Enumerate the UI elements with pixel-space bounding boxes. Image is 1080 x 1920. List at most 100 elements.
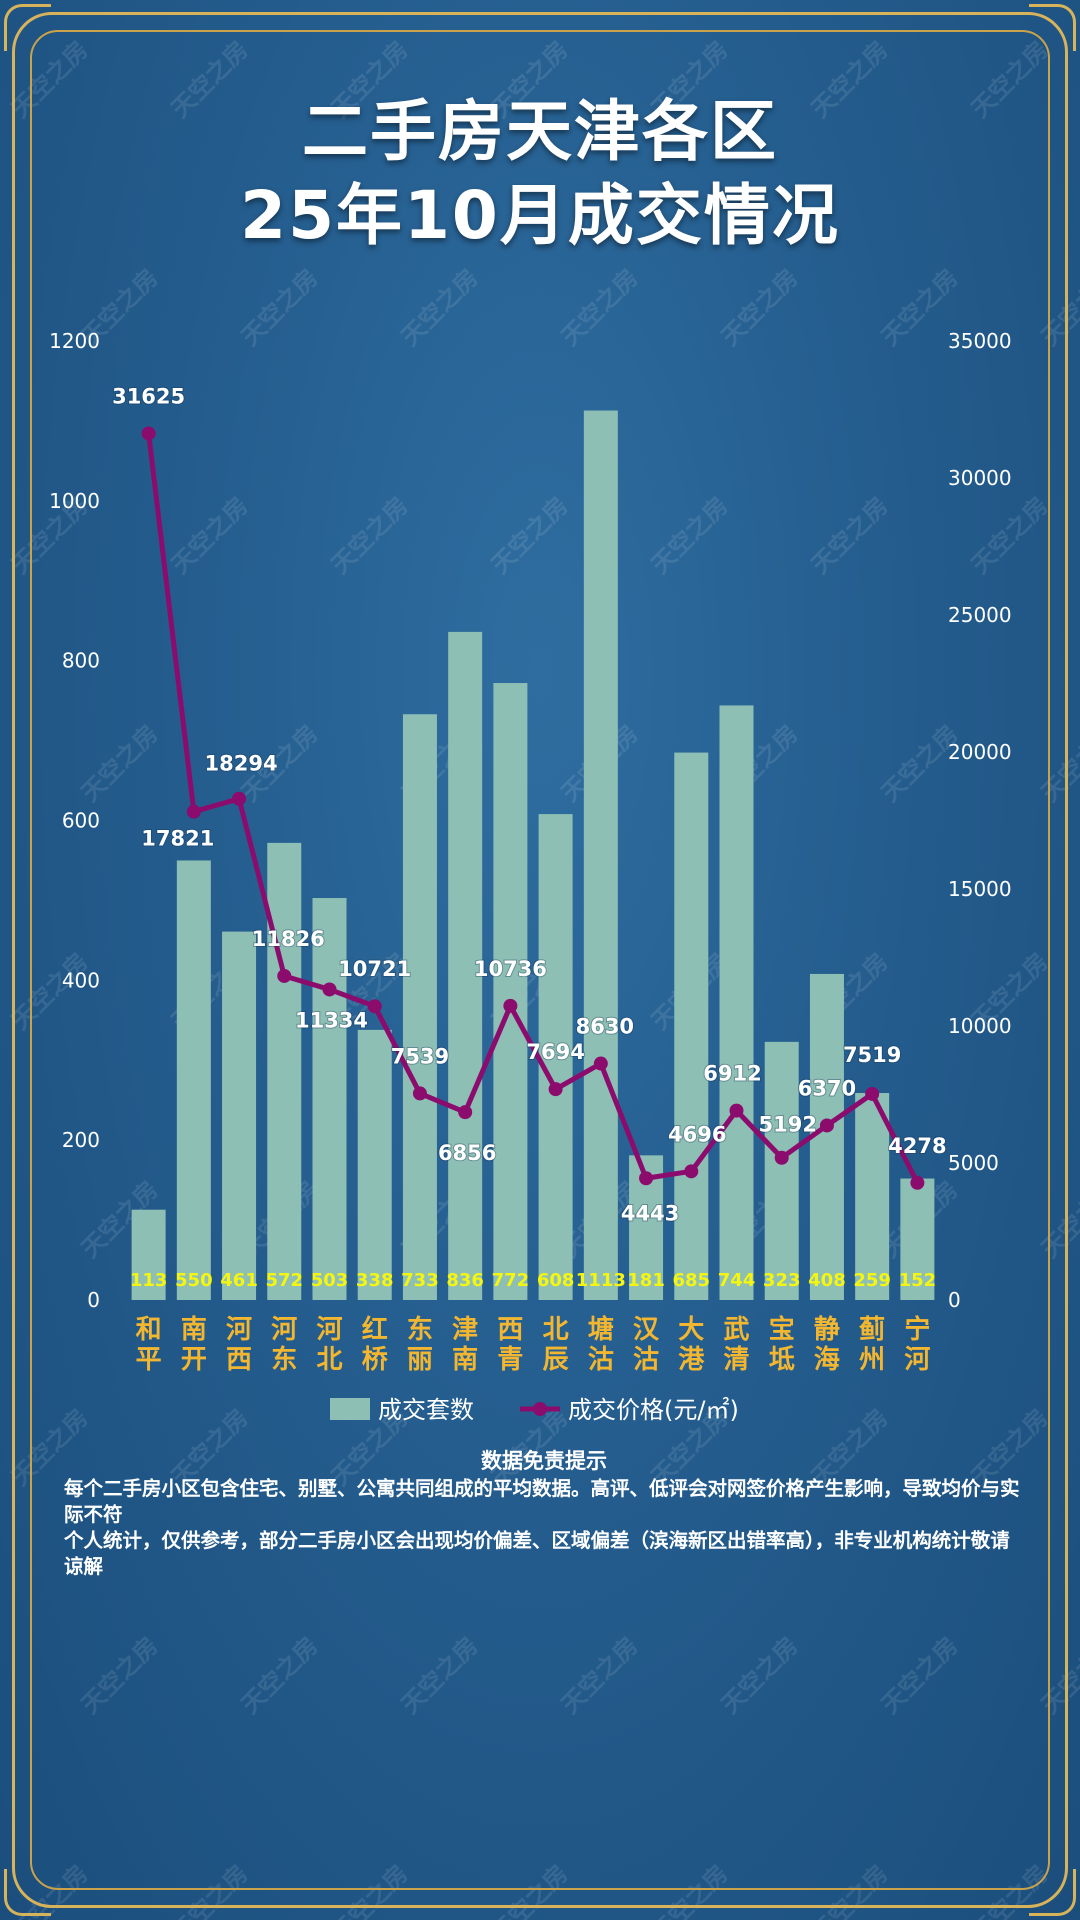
bar-value-label: 181 xyxy=(627,1270,665,1291)
bar-津南 xyxy=(448,631,483,1300)
category-label-汉沽: 汉 xyxy=(633,1315,660,1345)
category-label-静海: 静 xyxy=(814,1314,840,1345)
category-label-西青: 青 xyxy=(497,1345,523,1375)
watermark-text: 天空之房 xyxy=(555,1631,644,1720)
legend-marker-line xyxy=(533,1402,547,1416)
bar-塘沽 xyxy=(583,410,618,1301)
bar-value-label: 323 xyxy=(763,1270,801,1291)
category-label-红桥: 桥 xyxy=(362,1345,389,1375)
category-label-南开: 南 xyxy=(181,1315,207,1345)
legend-label-line: 成交价格(元/㎡) xyxy=(568,1396,739,1424)
bar-value-label: 1113 xyxy=(576,1270,626,1291)
bar-value-label: 259 xyxy=(853,1270,891,1291)
price-point-东丽 xyxy=(412,1086,427,1101)
price-point-红桥 xyxy=(367,999,382,1014)
bar-河西 xyxy=(222,931,257,1300)
bar-value-label: 550 xyxy=(175,1270,213,1291)
y-right-tick-label: 20000 xyxy=(948,740,1012,764)
category-label-宝坻: 坻 xyxy=(769,1344,795,1375)
frame-corner-ornament xyxy=(1029,1869,1076,1916)
y-right-tick-label: 0 xyxy=(948,1288,961,1312)
disclaimer-line: 个人统计，仅供参考，部分二手房小区会出现均价偏差、区域偏差（滨海新区出错率高），… xyxy=(64,1529,1010,1578)
category-label-塘沽: 沽 xyxy=(588,1345,614,1375)
category-label-大港: 港 xyxy=(678,1345,705,1375)
price-point-西青 xyxy=(503,998,518,1013)
y-left-tick-label: 1000 xyxy=(49,489,100,513)
category-label-宝坻: 宝 xyxy=(769,1314,795,1345)
price-point-宁河 xyxy=(910,1175,925,1190)
category-label-西青: 西 xyxy=(497,1315,523,1345)
watermark-text: 天空之房 xyxy=(75,1631,164,1720)
category-label-蓟州: 蓟 xyxy=(858,1315,885,1345)
y-right-tick-label: 10000 xyxy=(948,1014,1012,1038)
category-label-汉沽: 沽 xyxy=(633,1345,659,1375)
bar-河东 xyxy=(267,842,302,1300)
price-value-label: 7694 xyxy=(526,1040,584,1064)
price-point-蓟州 xyxy=(865,1086,880,1101)
bar-value-label: 408 xyxy=(808,1270,846,1291)
watermark-text: 天空之房 xyxy=(1035,1631,1080,1720)
bar-value-label: 113 xyxy=(130,1270,168,1291)
category-label-武清: 清 xyxy=(723,1345,749,1375)
category-label-津南: 南 xyxy=(452,1345,478,1375)
price-line xyxy=(146,433,920,1184)
price-point-大港 xyxy=(684,1164,699,1179)
y-left-tick-label: 1200 xyxy=(49,329,100,353)
bar-value-label: 572 xyxy=(265,1270,303,1291)
watermark-text: 天空之房 xyxy=(485,1859,574,1920)
category-label-北辰: 北 xyxy=(543,1315,569,1345)
category-label-静海: 海 xyxy=(814,1345,840,1375)
category-label-河西: 西 xyxy=(226,1345,252,1375)
legend-swatch-bar xyxy=(330,1398,370,1420)
y-right-tick-label: 15000 xyxy=(948,877,1012,901)
category-label-河东: 东 xyxy=(271,1344,297,1375)
price-value-label: 10721 xyxy=(338,957,411,981)
category-label-东丽: 丽 xyxy=(407,1345,433,1375)
category-label-津南: 津 xyxy=(452,1315,478,1345)
price-point-宝坻 xyxy=(774,1150,789,1165)
disclaimer-block: 数据免责提示 每个二手房小区包含住宅、别墅、公寓共同组成的平均数据。高评、低评会… xyxy=(64,1448,1024,1580)
y-left-tick-label: 800 xyxy=(62,649,100,673)
y-left-tick-label: 0 xyxy=(87,1288,100,1312)
category-label-宁河: 河 xyxy=(904,1345,930,1375)
y-left-tick-label: 600 xyxy=(62,809,100,833)
bar-value-label: 772 xyxy=(492,1270,530,1291)
bar-武清 xyxy=(719,705,754,1300)
bar-value-label: 152 xyxy=(899,1270,937,1291)
price-value-label: 6370 xyxy=(798,1076,856,1100)
category-label-北辰: 辰 xyxy=(543,1345,569,1375)
price-value-label: 10736 xyxy=(474,957,547,981)
category-label-东丽: 东 xyxy=(407,1314,433,1345)
bar-蓟州 xyxy=(855,1093,890,1300)
combo-chart: 0 200 400 600 800 1000 1200 0 5000 10000 15000 2000… xyxy=(49,329,1012,1424)
bar-河北 xyxy=(312,898,347,1300)
bar-南开 xyxy=(176,860,211,1300)
bar-宝坻 xyxy=(764,1041,799,1300)
bar-红桥 xyxy=(357,1029,392,1300)
bar-value-label: 836 xyxy=(446,1270,484,1291)
watermark-text: 天空之房 xyxy=(165,1859,254,1920)
category-label-红桥: 红 xyxy=(362,1314,388,1345)
price-point-河西 xyxy=(232,791,247,806)
watermark-text: 天空之房 xyxy=(395,1631,484,1720)
y-right-tick-label: 30000 xyxy=(948,466,1012,490)
chart-title-line2: 25年10月成交情况 xyxy=(240,177,840,254)
price-value-label: 8630 xyxy=(576,1015,634,1039)
category-label-河北: 河 xyxy=(316,1315,342,1345)
price-point-河北 xyxy=(322,982,337,997)
price-point-和平 xyxy=(141,426,156,441)
price-point-北辰 xyxy=(548,1082,563,1097)
bar-value-label: 733 xyxy=(401,1270,439,1291)
price-value-label: 7519 xyxy=(843,1043,901,1067)
category-label-塘沽: 塘 xyxy=(588,1314,614,1345)
bar-value-label: 744 xyxy=(718,1270,756,1291)
disclaimer-line: 每个二手房小区包含住宅、别墅、公寓共同组成的平均数据。高评、低评会对网签价格产生… xyxy=(64,1477,1020,1526)
watermark-text: 天空之房 xyxy=(5,1859,94,1920)
legend-label-bar: 成交套数 xyxy=(378,1396,474,1424)
category-label-武清: 武 xyxy=(723,1315,749,1345)
price-value-label: 7539 xyxy=(391,1044,449,1068)
category-label-南开: 开 xyxy=(181,1345,207,1375)
watermark-text: 天空之房 xyxy=(235,1631,324,1720)
bar-value-label: 608 xyxy=(537,1270,575,1291)
bar-静海 xyxy=(809,973,844,1300)
